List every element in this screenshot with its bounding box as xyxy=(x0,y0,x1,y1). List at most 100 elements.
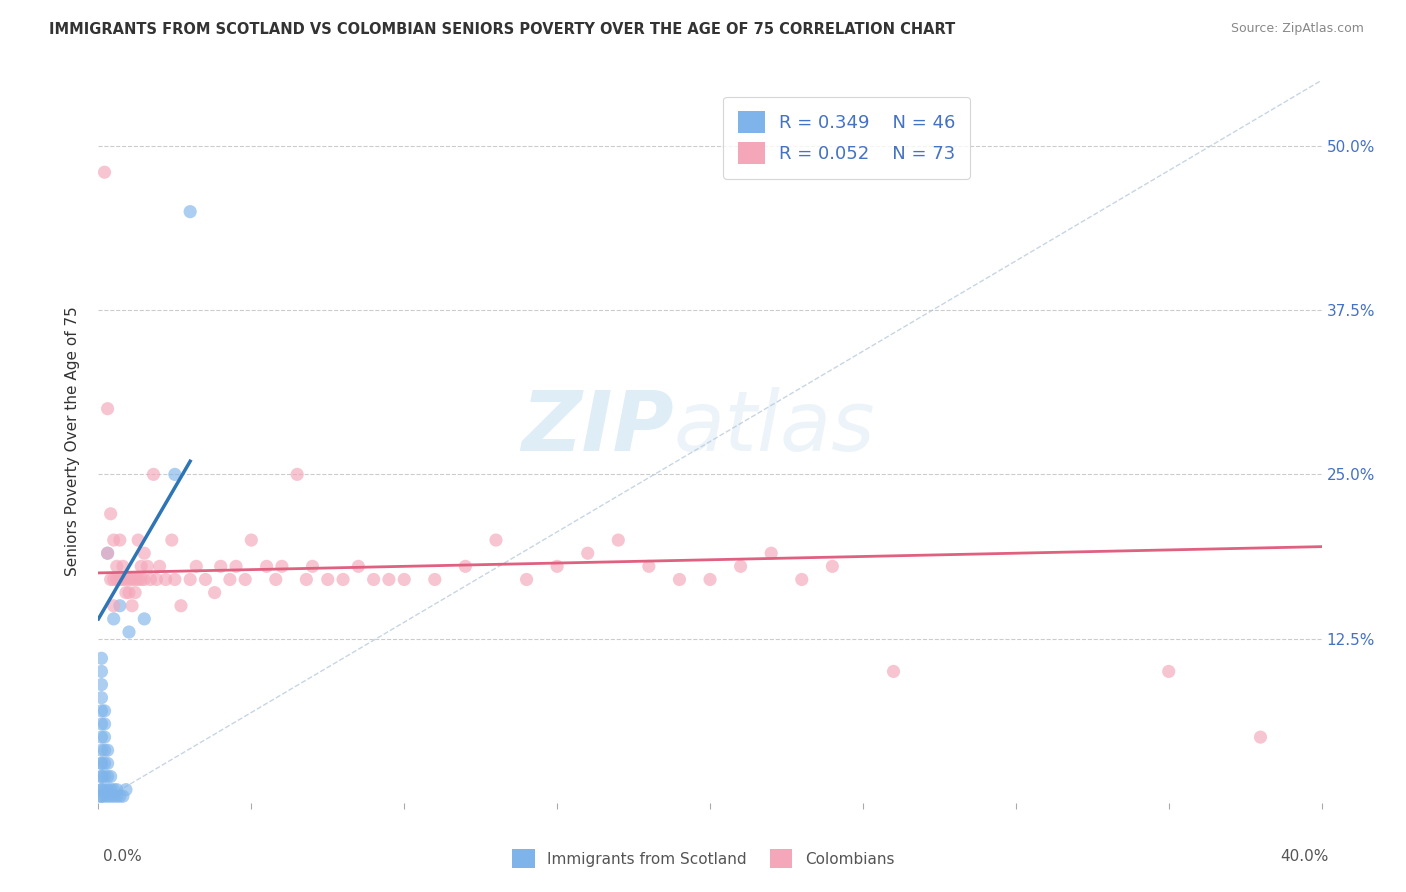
Point xyxy=(90,717,112,731)
Point xyxy=(111,559,134,574)
Point xyxy=(1249,730,1271,744)
Point xyxy=(100,782,122,797)
Point xyxy=(97,782,120,797)
Point xyxy=(93,782,115,797)
Point xyxy=(668,573,690,587)
Y-axis label: Seniors Poverty Over the Age of 75: Seniors Poverty Over the Age of 75 xyxy=(65,307,80,576)
Point xyxy=(100,770,122,784)
Point xyxy=(363,573,385,587)
Point xyxy=(97,743,120,757)
Point xyxy=(118,625,141,640)
Point xyxy=(179,573,201,587)
Point xyxy=(124,585,146,599)
Point xyxy=(699,573,721,587)
Point xyxy=(121,573,143,587)
Point xyxy=(93,717,115,731)
Point xyxy=(103,789,125,804)
Legend: Immigrants from Scotland, Colombians: Immigrants from Scotland, Colombians xyxy=(505,841,901,875)
Point xyxy=(93,770,115,784)
Point xyxy=(233,573,256,587)
Point xyxy=(134,573,156,587)
Point xyxy=(90,677,112,691)
Point xyxy=(90,782,112,797)
Point xyxy=(546,559,568,574)
Point xyxy=(90,743,112,757)
Point xyxy=(93,743,115,757)
Point xyxy=(316,573,339,587)
Point xyxy=(103,782,125,797)
Point xyxy=(454,559,477,574)
Text: 40.0%: 40.0% xyxy=(1281,849,1329,864)
Point xyxy=(90,651,112,665)
Point xyxy=(136,559,159,574)
Point xyxy=(97,546,120,560)
Point xyxy=(93,756,115,771)
Point xyxy=(115,782,138,797)
Point xyxy=(93,704,115,718)
Point xyxy=(93,165,115,179)
Point xyxy=(155,573,177,587)
Point xyxy=(270,559,292,574)
Point xyxy=(111,573,134,587)
Point xyxy=(90,789,112,804)
Point xyxy=(163,573,186,587)
Point xyxy=(127,573,149,587)
Point xyxy=(134,546,156,560)
Point xyxy=(607,533,630,547)
Point xyxy=(347,559,370,574)
Point xyxy=(160,533,183,547)
Point xyxy=(90,782,112,797)
Point xyxy=(108,573,131,587)
Point xyxy=(730,559,752,574)
Point xyxy=(100,789,122,804)
Point xyxy=(97,546,120,560)
Point xyxy=(378,573,401,587)
Point xyxy=(219,573,242,587)
Text: 0.0%: 0.0% xyxy=(103,849,142,864)
Point xyxy=(97,401,120,416)
Point xyxy=(118,585,141,599)
Point xyxy=(90,690,112,705)
Point xyxy=(194,573,217,587)
Point xyxy=(90,756,112,771)
Point xyxy=(103,573,125,587)
Point xyxy=(264,573,287,587)
Point xyxy=(186,559,208,574)
Point xyxy=(118,573,141,587)
Point xyxy=(883,665,905,679)
Point xyxy=(285,467,308,482)
Point xyxy=(790,573,813,587)
Point xyxy=(100,573,122,587)
Point xyxy=(105,559,128,574)
Point xyxy=(142,467,165,482)
Point xyxy=(332,573,354,587)
Point xyxy=(108,789,131,804)
Point xyxy=(576,546,599,560)
Point xyxy=(90,665,112,679)
Text: IMMIGRANTS FROM SCOTLAND VS COLOMBIAN SENIORS POVERTY OVER THE AGE OF 75 CORRELA: IMMIGRANTS FROM SCOTLAND VS COLOMBIAN SE… xyxy=(49,22,956,37)
Point xyxy=(97,770,120,784)
Point xyxy=(124,573,146,587)
Point xyxy=(93,730,115,744)
Point xyxy=(295,573,318,587)
Point xyxy=(423,573,446,587)
Point xyxy=(127,533,149,547)
Text: Source: ZipAtlas.com: Source: ZipAtlas.com xyxy=(1230,22,1364,36)
Point xyxy=(139,573,162,587)
Point xyxy=(93,789,115,804)
Point xyxy=(90,770,112,784)
Point xyxy=(97,756,120,771)
Point xyxy=(90,770,112,784)
Point xyxy=(103,599,125,613)
Point xyxy=(108,599,131,613)
Text: ZIP: ZIP xyxy=(520,386,673,467)
Point xyxy=(105,789,128,804)
Point xyxy=(485,533,508,547)
Point xyxy=(134,612,156,626)
Point xyxy=(637,559,661,574)
Point xyxy=(170,599,193,613)
Point xyxy=(115,585,138,599)
Point xyxy=(204,585,226,599)
Text: atlas: atlas xyxy=(673,386,875,467)
Point xyxy=(103,612,125,626)
